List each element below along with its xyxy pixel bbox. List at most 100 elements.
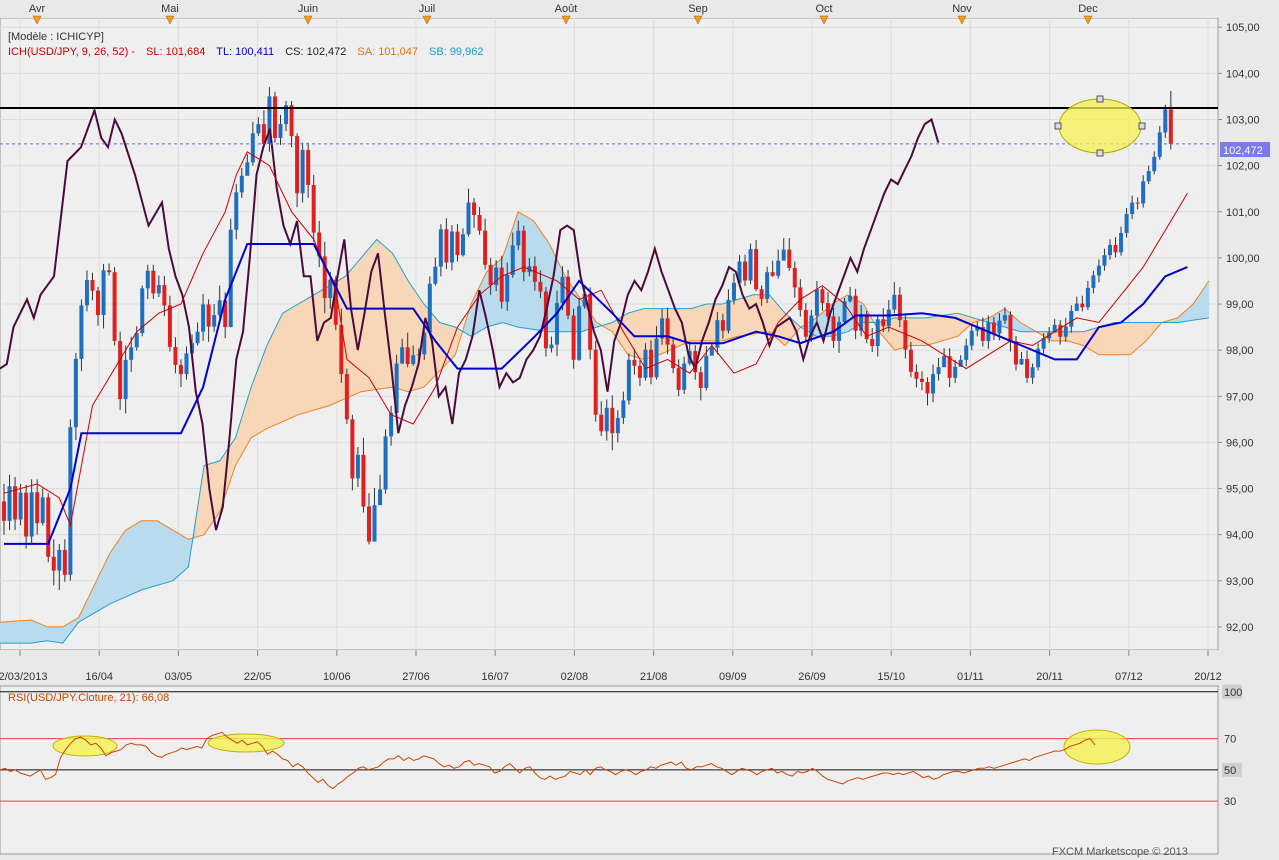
cloud-segment bbox=[1118, 322, 1123, 356]
date-tick-label: 01/11 bbox=[957, 671, 984, 683]
date-tick-label: 16/04 bbox=[85, 671, 113, 683]
candle-body bbox=[13, 486, 18, 520]
cloud-segment bbox=[290, 305, 295, 419]
price-tick-label: 98,00 bbox=[1226, 345, 1254, 357]
candle-body bbox=[267, 96, 272, 144]
month-label: Sep bbox=[688, 3, 708, 15]
cloud-segment bbox=[753, 294, 758, 335]
candle-body bbox=[477, 214, 482, 231]
candle-body bbox=[112, 272, 117, 341]
candle-body bbox=[261, 124, 266, 144]
cloud-segment bbox=[1071, 331, 1076, 344]
candle-body bbox=[1030, 367, 1035, 378]
candle-body bbox=[84, 280, 89, 306]
price-tick-label: 96,00 bbox=[1226, 437, 1254, 449]
cloud-segment bbox=[741, 296, 746, 337]
candle-body bbox=[162, 285, 167, 306]
date-tick-label: 27/06 bbox=[402, 671, 430, 683]
month-marker-icon bbox=[957, 15, 967, 25]
rsi-line bbox=[0, 731, 1096, 790]
candle-body bbox=[532, 266, 537, 282]
date-tick-label: 20/11 bbox=[1036, 671, 1063, 683]
candle-body bbox=[510, 245, 515, 275]
candle-body bbox=[206, 304, 211, 327]
candle-body bbox=[344, 374, 349, 420]
candle-body bbox=[803, 310, 808, 337]
rsi-highlight-ellipse bbox=[207, 733, 285, 753]
month-marker-icon bbox=[561, 15, 571, 25]
cloud-segment bbox=[298, 301, 303, 416]
candle-body bbox=[427, 283, 432, 333]
cloud-segment bbox=[926, 316, 931, 346]
candle-body bbox=[853, 295, 858, 331]
month-marker-icon bbox=[32, 15, 42, 25]
candle-body bbox=[145, 270, 150, 289]
candle-body bbox=[46, 497, 51, 557]
candle-body bbox=[1080, 303, 1085, 308]
cloud-segment bbox=[11, 620, 16, 644]
candle-body bbox=[859, 314, 864, 331]
cloud-segment bbox=[133, 522, 138, 594]
candle-body bbox=[516, 230, 521, 246]
candle-body bbox=[555, 303, 559, 345]
cloud-segment bbox=[113, 540, 118, 603]
candle-body bbox=[649, 349, 654, 378]
cloud-segment bbox=[137, 520, 142, 593]
price-tick-label: 101,00 bbox=[1226, 207, 1260, 219]
cloud-segment bbox=[266, 337, 272, 429]
candle-body bbox=[637, 365, 642, 378]
candle-body bbox=[389, 412, 394, 437]
cloud-segment bbox=[914, 317, 919, 346]
cloud-segment bbox=[258, 355, 264, 434]
cloud-segment bbox=[698, 304, 703, 342]
candle-body bbox=[731, 282, 736, 300]
candle-body bbox=[776, 260, 781, 276]
candle-body bbox=[355, 454, 360, 479]
cloud-segment bbox=[286, 308, 291, 421]
candle-body bbox=[433, 266, 438, 284]
senkou-span-a-line bbox=[0, 211, 1210, 628]
candle-body bbox=[2, 501, 6, 521]
candle-body bbox=[997, 320, 1002, 334]
candle-body bbox=[726, 299, 731, 331]
candle-body bbox=[1052, 324, 1057, 333]
candle-body bbox=[538, 281, 543, 292]
candle-body bbox=[1063, 326, 1068, 337]
cloud-segment bbox=[117, 535, 122, 601]
date-tick-label: 09/09 bbox=[719, 671, 747, 683]
candle-body bbox=[223, 300, 228, 328]
candle-body bbox=[1113, 244, 1118, 253]
cloud-segment bbox=[180, 534, 185, 575]
candle-body bbox=[350, 419, 355, 479]
cloud-segment bbox=[54, 626, 60, 643]
month-label: Juil bbox=[419, 3, 436, 15]
cloud-segment bbox=[176, 531, 181, 578]
candle-body bbox=[40, 497, 45, 524]
rsi-tick-label: 100 bbox=[1224, 687, 1242, 699]
candle-body bbox=[969, 330, 974, 346]
candle-body bbox=[942, 356, 947, 368]
candle-body bbox=[333, 279, 338, 325]
candle-body bbox=[781, 249, 786, 261]
month-label: Nov bbox=[952, 3, 972, 15]
candle-body bbox=[250, 133, 255, 163]
candle-body bbox=[1058, 324, 1063, 337]
candle-body bbox=[809, 315, 814, 337]
month-marker-icon bbox=[819, 15, 829, 25]
cloud-segment bbox=[941, 314, 947, 342]
candle-body bbox=[825, 303, 830, 317]
cloud-segment bbox=[144, 520, 150, 590]
candle-body bbox=[1069, 310, 1074, 327]
month-label: Avr bbox=[29, 3, 46, 15]
candle-body bbox=[405, 347, 410, 364]
cloud-segment bbox=[686, 308, 692, 344]
candle-body bbox=[765, 272, 770, 299]
candle-body bbox=[1008, 315, 1013, 342]
date-tick-label: 02/08 bbox=[561, 671, 589, 683]
rsi-indicator bbox=[0, 691, 1218, 802]
candle-body bbox=[991, 322, 996, 334]
cloud-segment bbox=[23, 620, 28, 644]
selection-handle bbox=[1096, 95, 1104, 103]
candle-body bbox=[1141, 181, 1146, 204]
cloud-segment bbox=[278, 313, 283, 424]
